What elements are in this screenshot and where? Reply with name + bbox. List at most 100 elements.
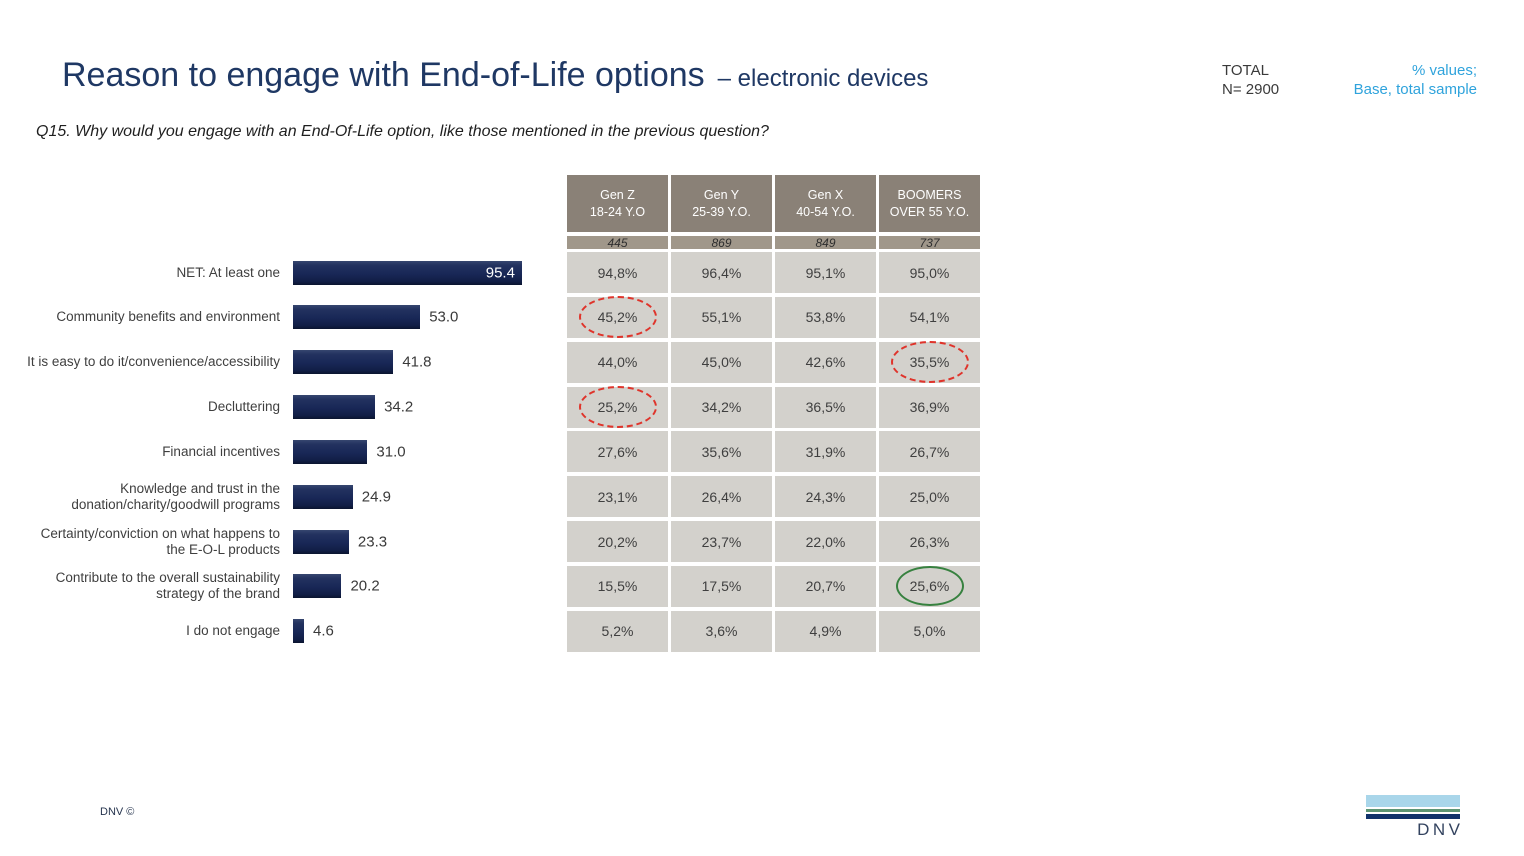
chart-value-label: 20.2 — [350, 577, 380, 595]
header: Reason to engage with End-of-Life option… — [62, 56, 928, 95]
table-header-cell: Gen Z 18-24 Y.O — [567, 175, 668, 232]
table-cell: 15,5% — [567, 565, 668, 607]
chart-row: Knowledge and trust in the donation/char… — [0, 476, 1524, 517]
chart-row: NET: At least one 95.4 — [0, 252, 1524, 293]
table-cell: 24,3% — [775, 476, 876, 518]
chart-row: Certainty/conviction on what happens to … — [0, 521, 1524, 562]
logo-bar-green-icon — [1366, 809, 1460, 812]
table-cell-value: 5,0% — [913, 623, 946, 640]
table-cell-value: 17,5% — [701, 578, 742, 595]
chart-bar — [293, 395, 376, 420]
table-cell: 25,6% — [879, 565, 980, 607]
table-cell-value: 34,2% — [701, 399, 742, 416]
table-cell: 45,2% — [567, 296, 668, 339]
table-cell: 42,6% — [775, 341, 876, 383]
page-subtitle: – electronic devices — [717, 65, 929, 92]
logo-bar-navy-icon — [1366, 814, 1460, 819]
chart-category-label: Knowledge and trust in the donation/char… — [71, 480, 280, 512]
table-cell: 34,2% — [671, 386, 772, 428]
table-cell: 23,1% — [567, 476, 668, 518]
table-cell: 53,8% — [775, 296, 876, 338]
table-cell: 35,6% — [671, 431, 772, 473]
chart-value-label: 41.8 — [402, 353, 432, 371]
chart-value-label: 24.9 — [361, 488, 391, 506]
chart-row: Financial incentives 31.0 — [0, 431, 1524, 472]
table-base-cell: 869 — [671, 236, 772, 249]
table-cell: 25,0% — [879, 476, 980, 518]
table-cell: 96,4% — [671, 252, 772, 293]
table-cell: 95,1% — [775, 252, 876, 293]
table-cell-value: 54,1% — [909, 309, 950, 326]
chart-category-label: Certainty/conviction on what happens to … — [40, 525, 280, 557]
chart-category-label: NET: At least one — [176, 264, 280, 280]
footer-copyright: DNV © — [100, 806, 135, 818]
logo-text: DNV — [1417, 820, 1464, 839]
table-cell-value: 25,6% — [909, 578, 950, 595]
chart-row: I do not engage 4.6 — [0, 611, 1524, 652]
chart-category-label: I do not engage — [186, 623, 280, 639]
chart-category-label: It is easy to do it/convenience/accessib… — [27, 354, 280, 370]
table-cell: 22,0% — [775, 521, 876, 563]
table-cell: 35,5% — [879, 341, 980, 384]
table-cell-value: 42,6% — [805, 354, 846, 371]
table-cell: 17,5% — [671, 565, 772, 607]
table-cell-value: 20,2% — [597, 533, 638, 550]
total-n-value: N= 2900 — [1222, 81, 1280, 98]
chart-value-label: 4.6 — [313, 622, 334, 640]
table-cell-value: 3,6% — [705, 623, 738, 640]
table-cell-value: 22,0% — [805, 533, 846, 550]
table-cell-value: 23,7% — [701, 533, 742, 550]
total-label: TOTAL — [1222, 62, 1269, 79]
table-cell-value: 36,5% — [805, 399, 846, 416]
table-cell: 36,5% — [775, 386, 876, 428]
table-cell-value: 24,3% — [805, 488, 846, 505]
table-cell-value: 95,0% — [909, 264, 950, 281]
table-cell: 94,8% — [567, 252, 668, 293]
table-cell-value: 26,3% — [909, 533, 950, 550]
table-cell-value: 4,9% — [809, 623, 842, 640]
table-cell: 54,1% — [879, 296, 980, 338]
table-cell: 36,9% — [879, 386, 980, 428]
table-cell: 23,7% — [671, 521, 772, 563]
table-base-cell: 737 — [879, 236, 980, 249]
chart-row: Community benefits and environment 53.0 — [0, 297, 1524, 338]
chart-value-label: 53.0 — [429, 308, 459, 326]
chart-value-label: 34.2 — [384, 398, 414, 416]
chart-category-label: Contribute to the overall sustainability… — [55, 570, 280, 602]
table-base-cell: 849 — [775, 236, 876, 249]
chart-category-label: Community benefits and environment — [56, 309, 280, 325]
table-cell: 55,1% — [671, 296, 772, 338]
chart-value-label: 23.3 — [357, 533, 388, 551]
table-cell-value: 26,7% — [909, 443, 950, 460]
chart-value-label: 95.4 — [485, 264, 515, 281]
chart-bar — [293, 305, 421, 330]
table-cell-value: 55,1% — [701, 309, 742, 326]
chart-row: Decluttering 34.2 — [0, 387, 1524, 428]
table-cell: 3,6% — [671, 610, 772, 652]
table-cell: 26,4% — [671, 476, 772, 518]
chart-bar — [293, 619, 305, 644]
table-cell-value: 35,5% — [909, 354, 950, 371]
table-cell-value: 95,1% — [805, 264, 846, 281]
table-cell-value: 35,6% — [701, 443, 742, 460]
table-cell: 45,0% — [671, 341, 772, 383]
table-header-cell: Gen X 40-54 Y.O. — [775, 175, 876, 232]
chart-bar — [293, 260, 522, 285]
table-cell-value: 20,7% — [805, 578, 846, 595]
table-cell: 5,2% — [567, 610, 668, 652]
table-cell: 27,6% — [567, 431, 668, 473]
table-cell-value: 96,4% — [701, 264, 742, 281]
chart-bar — [293, 529, 349, 554]
table-base-cell: 445 — [567, 236, 668, 249]
values-note-line1: % values; — [1411, 62, 1477, 79]
values-note: % values; Base, total sample — [1354, 61, 1477, 99]
chart-category-label: Financial incentives — [162, 443, 280, 459]
table-cell: 26,3% — [879, 521, 980, 563]
chart-bar — [293, 439, 368, 464]
table-cell: 5,0% — [879, 610, 980, 652]
table-cell: 4,9% — [775, 610, 876, 652]
chart-category-label: Decluttering — [207, 399, 280, 415]
chart-row: It is easy to do it/convenience/accessib… — [0, 342, 1524, 383]
